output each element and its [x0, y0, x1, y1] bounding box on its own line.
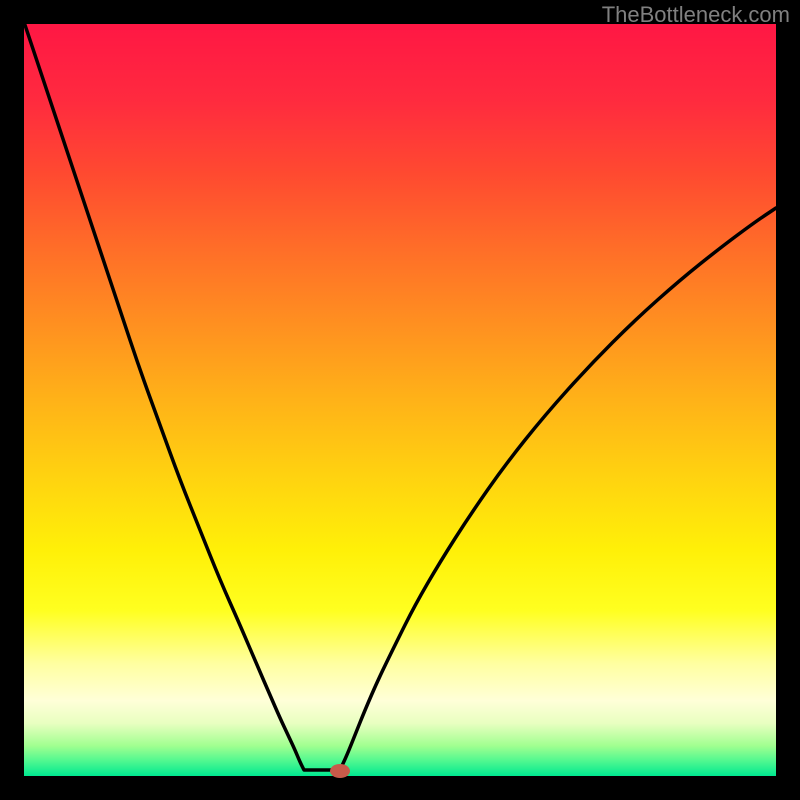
chart-svg: TheBottleneck.com	[0, 0, 800, 800]
optimal-point-marker	[330, 764, 350, 778]
watermark-text: TheBottleneck.com	[602, 2, 790, 27]
chart-frame: TheBottleneck.com	[0, 0, 800, 800]
chart-plot-area	[24, 24, 776, 776]
